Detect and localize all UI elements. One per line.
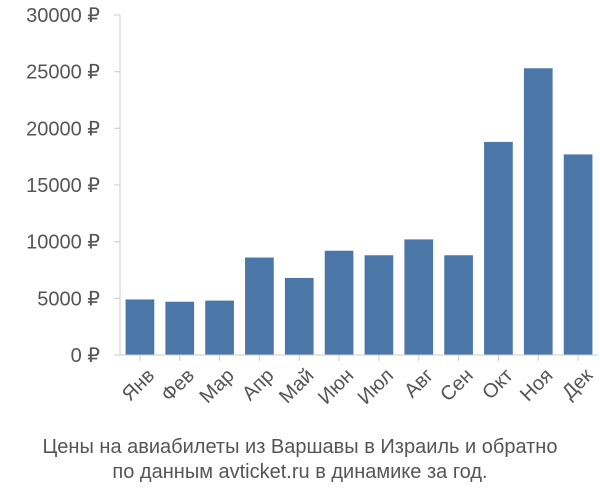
bar-6 — [324, 250, 354, 355]
bar-4 — [245, 257, 274, 355]
bar-2 — [165, 301, 195, 355]
x-tick-label: Апр — [238, 365, 279, 406]
x-tick-label: Ноя — [516, 365, 557, 406]
x-tick-label: Июн — [314, 365, 358, 409]
y-tick-label: 5000 ₽ — [37, 288, 100, 310]
y-tick-label: 0 ₽ — [71, 345, 101, 367]
bar-9 — [444, 255, 473, 355]
bar-11 — [523, 68, 553, 356]
x-tick-label: Май — [275, 365, 318, 408]
x-tick-label: Мар — [195, 365, 238, 408]
x-tick-label: Фев — [157, 365, 199, 407]
x-tick-label: Дек — [558, 364, 597, 403]
x-tick-label: Янв — [118, 365, 159, 406]
x-tick-label: Окт — [478, 365, 517, 404]
x-tick-label: Июл — [354, 365, 398, 409]
bar-8 — [404, 239, 434, 355]
bars — [125, 68, 593, 356]
bar-7 — [364, 255, 394, 355]
bar-1 — [125, 299, 155, 355]
y-tick-label: 20000 ₽ — [26, 118, 100, 140]
bar-5 — [284, 277, 314, 355]
y-tick-label: 30000 ₽ — [26, 5, 100, 27]
bar-10 — [484, 141, 513, 355]
y-axis: 0 ₽ 5000 ₽ 10000 ₽ 15000 ₽ 20000 ₽ 25000 ₽ 300… — [26, 5, 121, 367]
chart-caption-line-1: Цены на авиабилеты из Варшавы в Израиль … — [42, 436, 558, 458]
x-tick-label: Сен — [436, 365, 477, 406]
bar-12 — [563, 154, 593, 355]
y-tick-label: 10000 ₽ — [26, 232, 100, 254]
y-tick-label: 25000 ₽ — [26, 62, 100, 84]
x-tick-label: Авг — [400, 365, 438, 403]
bar-3 — [205, 300, 234, 355]
y-tick-label: 15000 ₽ — [26, 175, 100, 197]
chart-caption-line-2: по данным avticket.ru в динамике за год. — [112, 461, 488, 483]
